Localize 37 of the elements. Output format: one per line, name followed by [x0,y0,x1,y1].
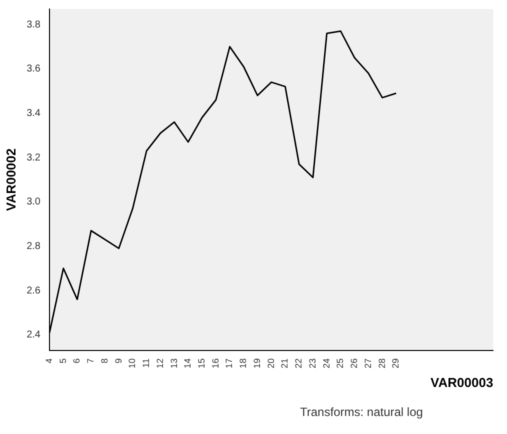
x-tick-label: 7 [86,358,96,364]
x-tick-label: 28 [376,358,387,368]
x-tick-label: 5 [58,358,68,364]
x-tick-label: 21 [280,358,290,368]
x-tick-label: 19 [252,358,262,368]
x-tick-label: 29 [390,358,401,368]
x-tick-label: 11 [141,358,152,368]
x-axis-title: VAR00003 [430,374,494,390]
y-tick-label: 3.0 [26,196,41,208]
y-tick-label: 2.6 [26,285,41,296]
y-tick-label: 3.8 [26,19,41,30]
x-tick-label: 25 [335,358,346,368]
x-tick-label: 16 [210,358,220,368]
x-tick-label: 27 [362,358,373,368]
x-tick-label: 4 [44,358,54,364]
y-tick-label: 2.4 [26,330,41,341]
x-tick-label: 26 [349,358,360,368]
x-tick-label: 23 [307,358,318,368]
x-tick-label: 22 [294,358,304,368]
x-tick-label: 13 [168,358,179,368]
x-tick-label: 6 [72,358,82,364]
x-tick-label: 14 [182,358,193,368]
x-tick-label: 10 [127,358,138,368]
x-tick-label: 8 [99,358,110,364]
y-axis-title: VAR00002 [3,148,18,212]
x-tick-label: 9 [113,358,124,364]
y-tick-label: 2.8 [26,240,41,252]
x-tick-label: 24 [321,358,332,368]
x-tick-label: 20 [266,358,276,368]
x-tick-label: 18 [238,358,248,368]
x-tick-label: 12 [154,358,165,368]
y-tick-label: 3.4 [26,108,41,119]
y-tick-label: 3.6 [26,64,41,75]
y-tick-label: 3.2 [26,152,41,164]
text: Transforms: natural log [300,405,423,419]
x-tick-label: 17 [224,358,234,368]
x-tick-label: 15 [196,358,207,368]
